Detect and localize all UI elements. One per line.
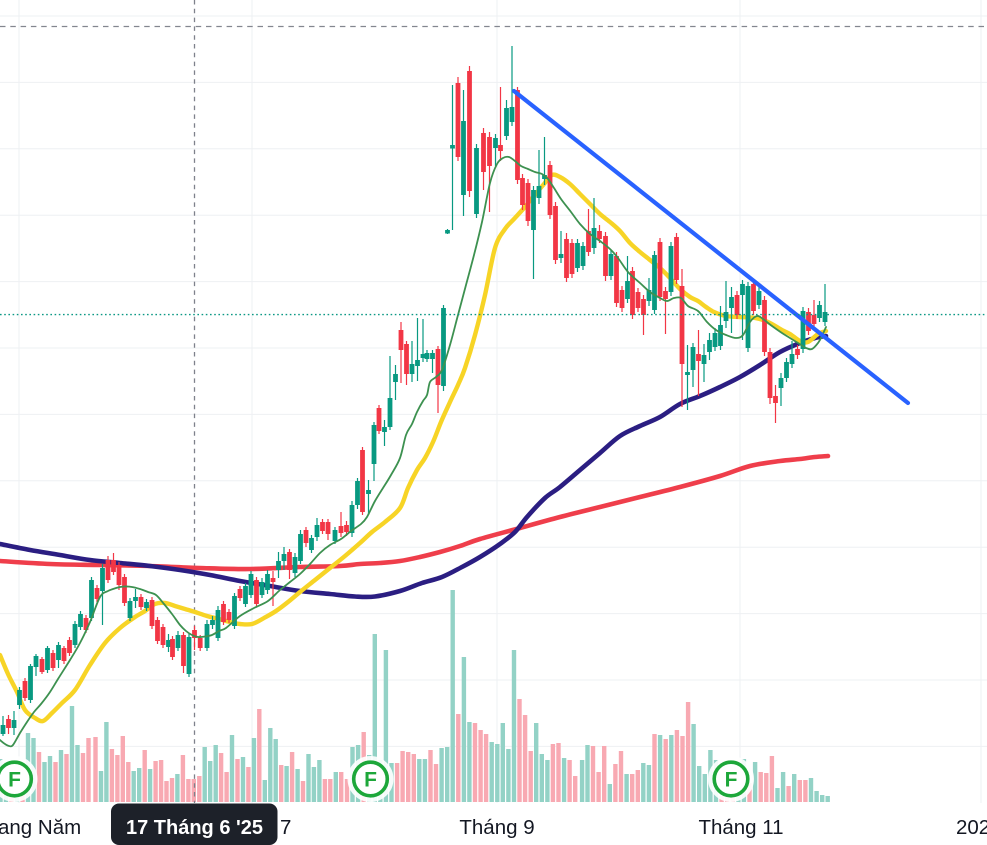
svg-text:ang Năm: ang Năm [0,816,81,839]
svg-text:17 Tháng 6 '25: 17 Tháng 6 '25 [126,817,263,839]
svg-text:2026: 2026 [956,816,987,839]
svg-text:Tháng 9: Tháng 9 [459,816,534,839]
svg-text:F: F [8,769,21,792]
svg-text:7: 7 [280,816,291,839]
svg-text:Tháng 11: Tháng 11 [698,816,783,839]
svg-text:F: F [364,769,377,792]
svg-text:F: F [725,769,738,792]
